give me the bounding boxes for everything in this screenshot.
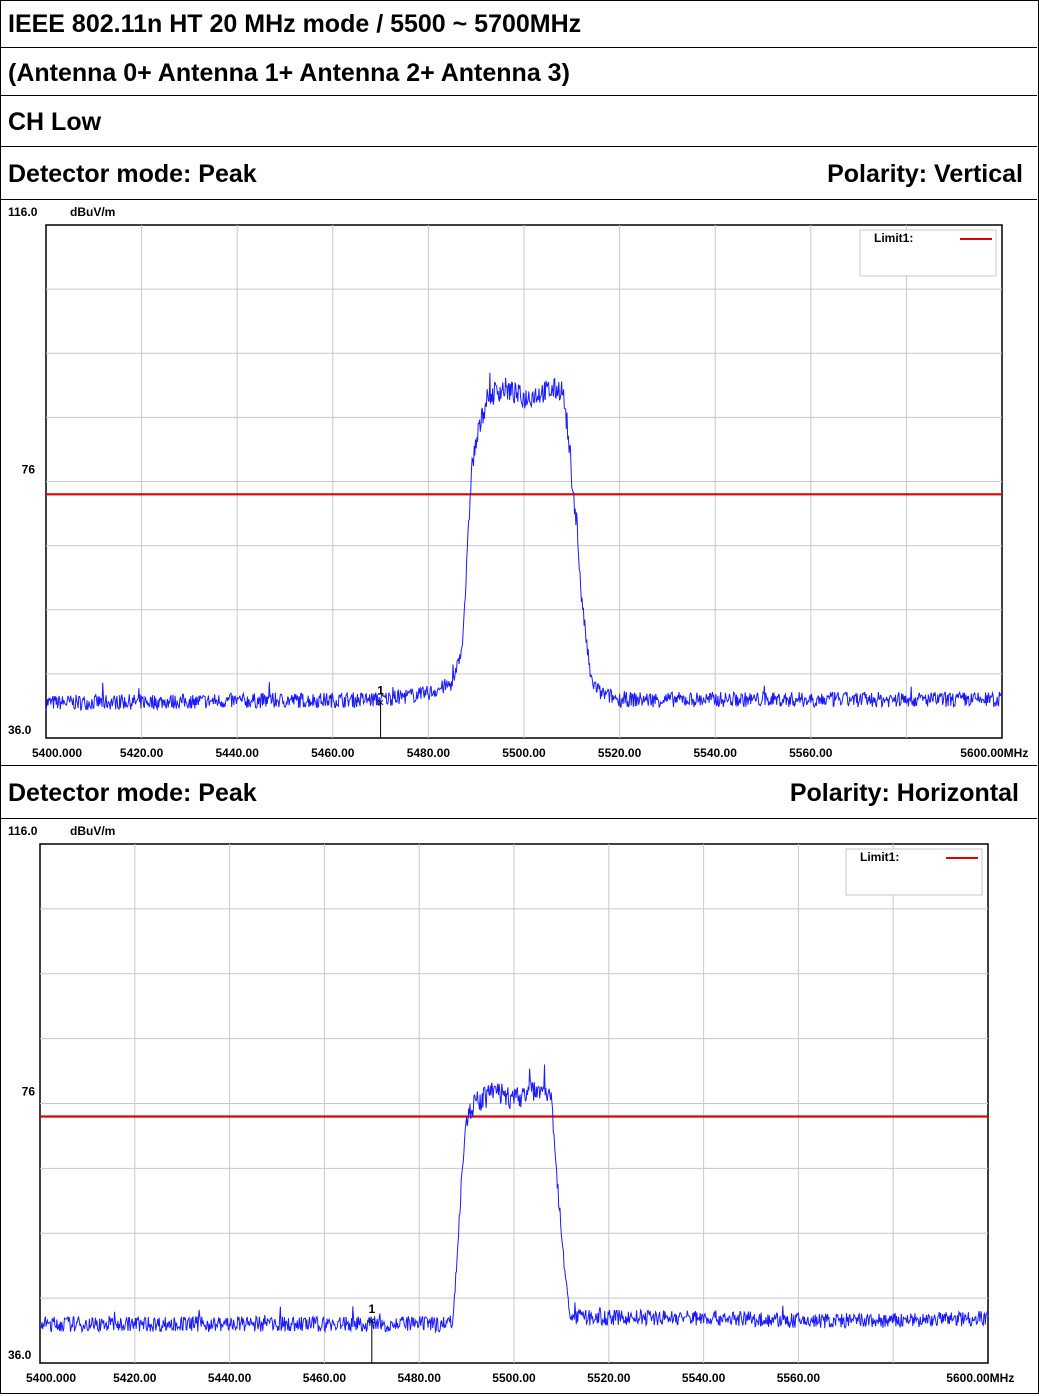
x-tick-label: 5420.00 bbox=[113, 1371, 157, 1385]
series-line bbox=[40, 1064, 989, 1334]
detector-mode-label: Detector mode: Peak bbox=[8, 779, 257, 807]
y-axis-unit-label: dBuV/m bbox=[70, 824, 115, 838]
marker-label: 1 bbox=[377, 684, 384, 698]
x-tick-label: 5540.00 bbox=[682, 1371, 726, 1385]
x-tick-label: 5460.00 bbox=[303, 1371, 347, 1385]
chart-horizontal: 116.0 dBuV/m 76 36.0 5400.000 5420.00 5440.00 5… bbox=[0, 819, 1037, 1391]
y-tick-label-bottom: 36.0 bbox=[8, 723, 32, 737]
channel-label: CH Low bbox=[8, 108, 102, 136]
x-tick-label: 5480.00 bbox=[398, 1371, 442, 1385]
x-tick-label: 5480.00 bbox=[407, 746, 451, 760]
x-axis-unit-label: MHz bbox=[1004, 746, 1029, 760]
x-tick-label: 5460.00 bbox=[311, 746, 355, 760]
x-tick-label: 5400.000 bbox=[32, 746, 82, 760]
x-tick-label: 5420.00 bbox=[120, 746, 164, 760]
title-row-1: IEEE 802.11n HT 20 MHz mode / 5500 ~ 570… bbox=[0, 0, 1037, 48]
series-line bbox=[45, 372, 1003, 712]
chart-vertical: 116.0 dBuV/m 76 36.0 5400.000 5420.00 5440.00 5… bbox=[0, 200, 1037, 766]
legend-label: Limit1: bbox=[860, 850, 899, 864]
y-tick-label-top: 116.0 bbox=[8, 824, 38, 838]
x-tick-label: 5560.00 bbox=[789, 746, 833, 760]
x-tick-label: 5600.00 bbox=[946, 1371, 990, 1385]
x-tick-label: 5520.00 bbox=[587, 1371, 631, 1385]
detector-mode-label: Detector mode: Peak bbox=[8, 160, 257, 188]
x-tick-label: 5560.00 bbox=[777, 1371, 821, 1385]
antenna-config: (Antenna 0+ Antenna 1+ Antenna 2+ Antenn… bbox=[8, 59, 570, 87]
y-tick-label-top: 116.0 bbox=[8, 205, 38, 219]
marker-symbol: × bbox=[368, 1314, 375, 1328]
spectrum-chart-svg: 116.0 dBuV/m 76 36.0 5400.000 5420.00 5440.00 5… bbox=[8, 824, 1015, 1385]
polarity-label: Polarity: Horizontal bbox=[789, 779, 1019, 807]
y-axis-unit-label: dBuV/m bbox=[70, 205, 115, 219]
y-tick-label-mid: 76 bbox=[22, 1085, 36, 1099]
marker-symbol: × bbox=[377, 696, 384, 710]
polarity-label: Polarity: Vertical bbox=[827, 160, 1023, 188]
x-tick-label: 5500.00 bbox=[502, 746, 546, 760]
title-row-2: (Antenna 0+ Antenna 1+ Antenna 2+ Antenn… bbox=[0, 48, 1037, 96]
section-header-horizontal: Detector mode: Peak Polarity: Horizontal bbox=[0, 766, 1037, 819]
legend-box bbox=[845, 848, 983, 896]
x-tick-label: 5440.00 bbox=[208, 1371, 252, 1385]
x-tick-label: 5500.00 bbox=[492, 1371, 536, 1385]
channel-row: CH Low bbox=[0, 96, 1037, 147]
x-axis-unit-label: MHz bbox=[990, 1371, 1015, 1385]
x-tick-label: 5540.00 bbox=[694, 746, 738, 760]
test-mode-title: IEEE 802.11n HT 20 MHz mode / 5500 ~ 570… bbox=[8, 10, 582, 38]
y-tick-label-mid: 76 bbox=[22, 463, 36, 477]
x-tick-label: 5520.00 bbox=[598, 746, 642, 760]
legend-box bbox=[859, 229, 997, 277]
section-header-vertical: Detector mode: Peak Polarity: Vertical bbox=[0, 147, 1037, 200]
marker-label: 1 bbox=[368, 1302, 375, 1316]
y-tick-label-bottom: 36.0 bbox=[8, 1348, 32, 1362]
x-tick-label: 5400.000 bbox=[26, 1371, 76, 1385]
x-tick-label: 5600.00 bbox=[960, 746, 1004, 760]
x-tick-label: 5440.00 bbox=[216, 746, 260, 760]
legend-label: Limit1: bbox=[874, 231, 913, 245]
